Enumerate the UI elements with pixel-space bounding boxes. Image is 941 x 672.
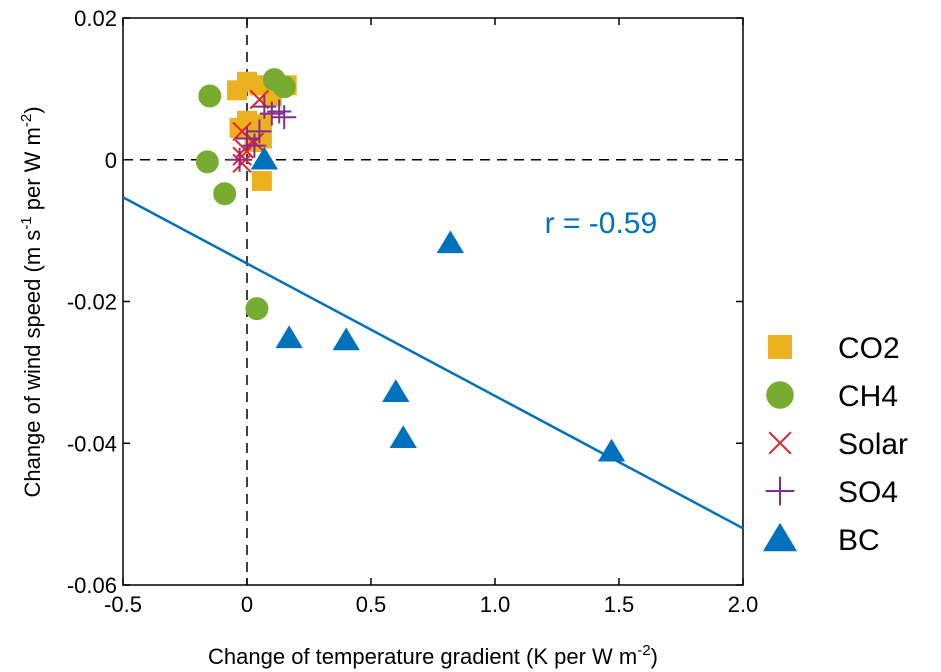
bc-point (275, 325, 303, 349)
y-axis-title-part3: ) (20, 106, 45, 113)
bc-point (250, 146, 279, 170)
so4-point (242, 133, 267, 158)
legend-marker-ch4 (766, 381, 794, 409)
so4-point (272, 105, 297, 130)
solar-point (249, 89, 270, 110)
regression-line-group (122, 196, 744, 530)
legend-label-bc: BC (838, 524, 880, 557)
y-tick-label: -0.02 (67, 290, 117, 315)
x-tick-label: 0 (241, 592, 253, 617)
x-tick-label: 1.5 (604, 592, 635, 617)
legend-marker-bc (762, 522, 798, 552)
x-tick-label: 0.5 (356, 592, 387, 617)
bc-point (597, 438, 626, 462)
series-bc (250, 146, 626, 462)
correlation-annotation: r = -0.59 (545, 207, 658, 240)
y-axis-title: Change of wind speed (m s-1 per W m-2) (18, 106, 45, 497)
legend-item-so4: SO4 (765, 476, 898, 509)
x-tick-label: 1.0 (480, 592, 511, 617)
legend-item-bc: BC (762, 522, 880, 557)
x-axis-title-main: Change of temperature gradient (K per W … (208, 644, 637, 669)
ch4-point (198, 84, 222, 108)
data-points (195, 68, 626, 462)
so4-point (227, 147, 252, 172)
legend-label-ch4: CH4 (838, 380, 898, 413)
ch4-point (245, 297, 269, 321)
bc-point (382, 379, 410, 402)
legend-marker-so4 (765, 476, 795, 506)
legend-marker-co2 (768, 335, 792, 359)
ch4-point (213, 182, 237, 206)
x-tick-label: -0.5 (104, 592, 142, 617)
legend-label-solar: Solar (838, 428, 908, 461)
series-so4 (227, 94, 297, 172)
solar-point (232, 146, 252, 166)
y-tick-label: -0.04 (67, 431, 117, 456)
x-axis-title: Change of temperature gradient (K per W … (208, 642, 658, 669)
x-axis-title-sup: -2 (637, 642, 650, 659)
axis-ticks: -0.5 0 0.5 1.0 1.5 2.0 -0.06 -0.04 -0.02 0 0.02 (67, 6, 758, 617)
legend-item-solar: Solar (768, 428, 908, 461)
bc-point (332, 327, 360, 351)
legend-item-co2: CO2 (768, 332, 900, 365)
regression-line (122, 196, 744, 530)
solar-point (232, 121, 252, 142)
co2-point (227, 80, 248, 101)
y-axis-title-sup1: -1 (18, 216, 35, 229)
x-axis-title-end: ) (651, 644, 658, 669)
legend-label-co2: CO2 (838, 332, 900, 365)
so4-point (267, 99, 292, 124)
y-axis-title-part2: per W m (20, 127, 45, 216)
series-ch4 (195, 68, 296, 321)
y-tick-label: 0.02 (74, 6, 117, 31)
y-tick-label: -0.06 (67, 573, 117, 598)
co2-point (251, 171, 272, 192)
ch4-point (195, 150, 219, 174)
legend-label-so4: SO4 (838, 476, 898, 509)
solar-point (232, 153, 252, 174)
legend-marker-solar (768, 431, 792, 455)
ch4-point (272, 75, 296, 99)
y-tick-label: 0 (105, 148, 117, 173)
bc-point (389, 425, 417, 449)
y-axis-title-part1: Change of wind speed (m s (20, 230, 45, 498)
legend: CO2 CH4 Solar SO4 BC (762, 332, 908, 557)
x-tick-label: 2.0 (728, 592, 759, 617)
legend-item-ch4: CH4 (766, 380, 898, 413)
y-axis-title-sup2: -2 (18, 114, 35, 127)
so4-point (247, 119, 272, 144)
bc-point (436, 230, 465, 254)
